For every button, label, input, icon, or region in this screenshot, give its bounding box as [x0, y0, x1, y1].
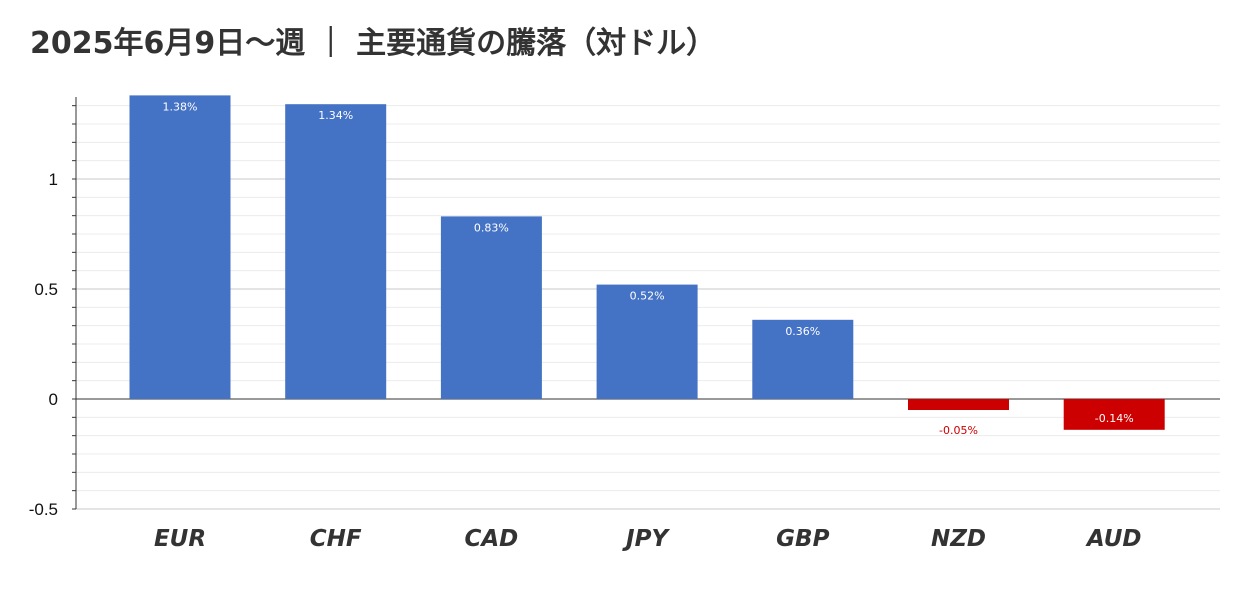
x-tick-label-aud: AUD: [1085, 526, 1142, 552]
bar-cad: [440, 216, 542, 399]
y-tick-label: 0: [49, 390, 58, 409]
bar-chf: [285, 104, 387, 399]
data-label-cad: 0.83%: [474, 221, 509, 234]
bar-gbp: [752, 319, 854, 399]
data-label-eur: 1.38%: [163, 100, 198, 113]
data-label-nzd: -0.05%: [939, 424, 978, 437]
y-tick-label: 1: [49, 170, 58, 189]
data-label-aud: -0.14%: [1095, 412, 1134, 425]
data-label-gbp: 0.36%: [785, 325, 820, 338]
y-tick-label: 0.5: [34, 280, 58, 299]
y-tick-label: -0.5: [29, 500, 58, 519]
bar-jpy: [596, 284, 698, 399]
x-tick-label-jpy: JPY: [622, 526, 670, 552]
bars: [129, 95, 1165, 430]
bar-aud: [1063, 399, 1165, 430]
x-tick-label-chf: CHF: [310, 526, 362, 552]
chart-title: 2025年6月9日～週 ｜ 主要通貨の騰落（対ドル）: [30, 26, 717, 61]
bar-eur: [129, 95, 231, 400]
data-labels: 1.38% 1.34% 0.83% 0.52% 0.36% -0.05% -0.14%: [163, 100, 1134, 437]
x-tick-label-gbp: GBP: [776, 526, 829, 552]
data-label-jpy: 0.52%: [630, 290, 665, 303]
x-tick-label-eur: EUR: [154, 526, 206, 552]
x-axis-labels: EUR CHF CAD JPY GBP NZD AUD: [154, 526, 1142, 552]
x-tick-label-nzd: NZD: [931, 526, 986, 552]
bar-nzd: [908, 399, 1009, 410]
x-tick-label-cad: CAD: [465, 526, 519, 552]
data-label-chf: 1.34%: [318, 109, 353, 122]
